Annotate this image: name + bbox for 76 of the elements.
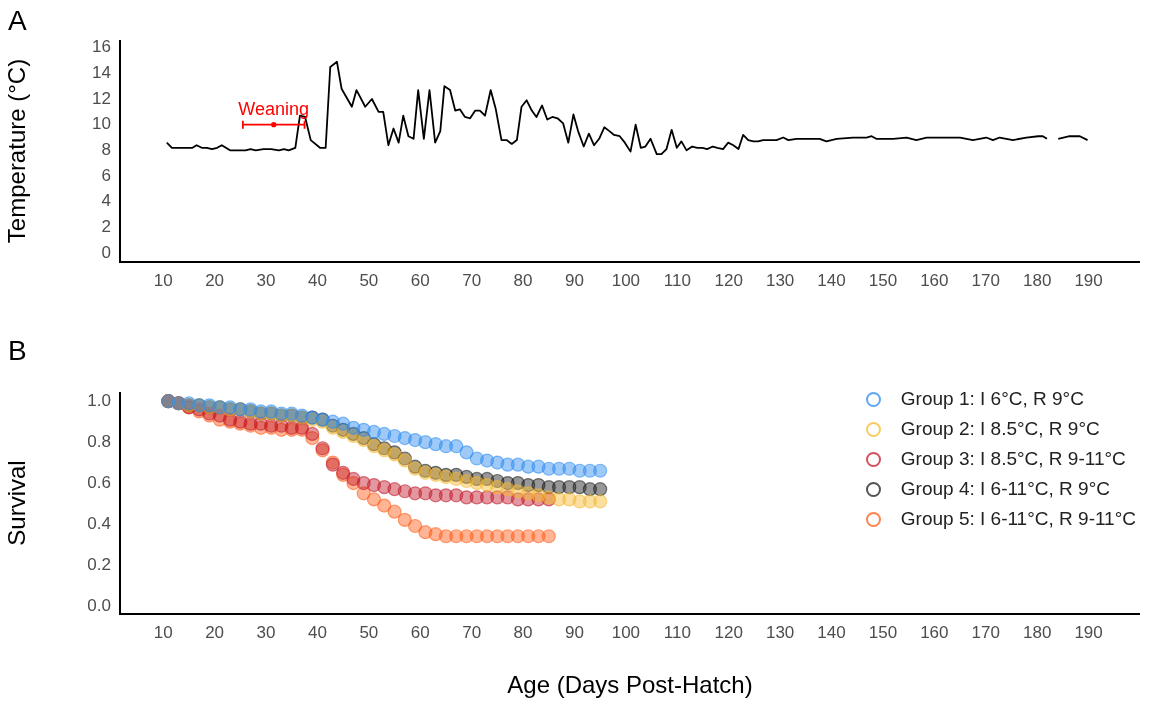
x-tick-label: 90 xyxy=(565,622,584,642)
point xyxy=(387,504,402,519)
x-tick-label: 180 xyxy=(1022,270,1052,290)
x-tick-label: 120 xyxy=(714,270,743,290)
x-tick-label: 160 xyxy=(920,270,949,290)
point xyxy=(593,482,608,497)
legend-label: Group 2: I 8.5°C, R 9°C xyxy=(900,417,1100,441)
x-tick-label: 20 xyxy=(205,622,225,642)
y-tick-label: 6 xyxy=(101,165,111,185)
x-tick-label: 190 xyxy=(1074,622,1103,642)
y-tick-label: 0.8 xyxy=(87,431,111,451)
point xyxy=(593,463,608,478)
y-tick-label: 0 xyxy=(101,242,111,262)
chart-title: B xyxy=(8,334,27,366)
x-tick-label: 20 xyxy=(205,270,225,290)
y-tick-label: 0.0 xyxy=(87,595,111,615)
x-tick-label: 130 xyxy=(765,622,795,642)
y-tick-label: 16 xyxy=(92,37,111,57)
chart-title: A xyxy=(8,4,27,36)
x-tick-label: 70 xyxy=(462,622,482,642)
x-tick-label: 140 xyxy=(817,270,846,290)
y-tick-label: 0.6 xyxy=(87,472,111,492)
legend-label: Group 4: I 6-11°C, R 9°C xyxy=(900,477,1110,501)
y-tick-label: 4 xyxy=(101,191,111,211)
y-axis-title: Survival xyxy=(3,460,31,546)
x-tick-label: 110 xyxy=(663,622,691,642)
x-tick-label: 170 xyxy=(971,622,1000,642)
x-tick-label: 50 xyxy=(359,270,379,290)
x-tick-label: 150 xyxy=(868,622,898,642)
point xyxy=(408,518,423,534)
legend-label: Group 3: I 8.5°C, R 9-11°C xyxy=(900,447,1126,471)
x-tick-label: 100 xyxy=(611,270,641,290)
point xyxy=(541,529,556,544)
y-tick-label: 2 xyxy=(101,217,111,237)
point xyxy=(397,512,412,527)
x-tick-label: 160 xyxy=(920,622,949,642)
y-tick-label: 1.0 xyxy=(87,390,111,410)
x-tick-label: 80 xyxy=(513,270,533,290)
x-tick-label: 150 xyxy=(868,270,898,290)
legend-label: Group 1: I 6°C, R 9°C xyxy=(900,387,1084,411)
point xyxy=(593,494,608,509)
point xyxy=(377,498,392,513)
y-tick-label: 12 xyxy=(92,88,111,108)
y-tick-label: 0.2 xyxy=(87,554,111,574)
x-tick-label: 180 xyxy=(1022,622,1052,642)
x-tick-label: 40 xyxy=(307,270,327,290)
x-tick-label: 30 xyxy=(256,270,276,290)
x-tick-label: 10 xyxy=(153,270,173,290)
x-tick-label: 100 xyxy=(611,622,641,642)
annotation: Weaning xyxy=(238,98,310,119)
x-tick-label: 120 xyxy=(714,622,743,642)
x-tick-label: 170 xyxy=(971,270,1000,290)
x-tick-label: 80 xyxy=(513,622,533,642)
x-tick-label: 10 xyxy=(153,622,173,642)
point xyxy=(449,439,464,454)
x-tick-label: 90 xyxy=(565,270,584,290)
x-tick-label: 50 xyxy=(359,622,379,642)
x-axis-title: Age (Days Post-Hatch) xyxy=(507,671,753,699)
y-tick-label: 0.4 xyxy=(87,513,111,533)
y-tick-label: 10 xyxy=(92,114,111,134)
x-tick-label: 140 xyxy=(817,622,846,642)
legend-label: Group 5: I 6-11°C, R 9-11°C xyxy=(900,507,1136,531)
point xyxy=(366,492,382,507)
x-tick-label: 130 xyxy=(765,270,795,290)
x-tick-label: 190 xyxy=(1074,270,1103,290)
x-tick-label: 70 xyxy=(462,270,482,290)
y-axis-title: Temperature (°C) xyxy=(3,58,31,244)
y-tick-label: 14 xyxy=(92,63,111,83)
point xyxy=(459,445,474,460)
x-tick-label: 30 xyxy=(256,622,276,642)
y-tick-label: 8 xyxy=(101,140,111,160)
x-tick-label: 60 xyxy=(410,270,430,290)
x-tick-label: 40 xyxy=(307,622,327,642)
point xyxy=(305,426,320,442)
x-tick-label: 110 xyxy=(663,270,691,290)
x-tick-label: 60 xyxy=(410,622,430,642)
